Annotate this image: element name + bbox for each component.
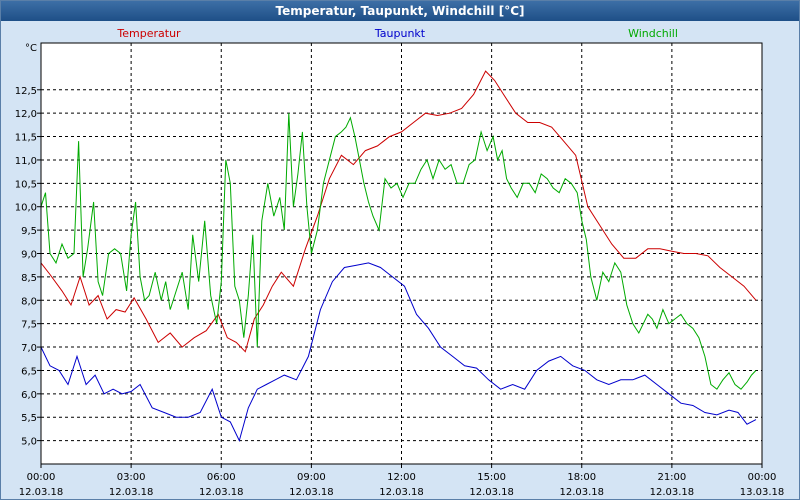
legend-temperatur: Temperatur [116, 27, 181, 40]
y-tick-label: 10,5 [15, 179, 37, 190]
chart-title: Temperatur, Taupunkt, Windchill [°C] [1, 1, 799, 21]
x-tick-time: 21:00 [657, 472, 686, 483]
y-tick-label: 6,0 [21, 390, 37, 401]
x-tick-date: 12.03.18 [109, 487, 154, 498]
x-tick-time: 03:00 [117, 472, 146, 483]
x-tick-date: 12.03.18 [650, 487, 695, 498]
axes [37, 42, 763, 468]
legend-taupunkt: Taupunkt [374, 27, 426, 40]
series-line-taupunkt [40, 262, 757, 443]
y-tick-label: 11,0 [15, 156, 37, 167]
series-line-windchill [40, 113, 757, 390]
series-line-temperatur [40, 70, 757, 353]
y-tick-label: 8,5 [21, 273, 37, 284]
y-tick-labels: 5,0 5,5 6,0 6,5 7,0 7,5 8,0 8,5 9,0 9,5 10,0 10,5 11… [15, 86, 37, 448]
x-tick-date: 12.03.18 [199, 487, 244, 498]
y-tick-label: 10,0 [15, 203, 37, 214]
y-tick-label: 7,0 [21, 343, 37, 354]
x-tick-date: 13.03.18 [740, 487, 785, 498]
x-tick-date: 12.03.18 [289, 487, 334, 498]
y-tick-label: 9,5 [21, 226, 37, 237]
y-tick-label: 8,0 [21, 296, 37, 307]
x-tick-time: 06:00 [207, 472, 236, 483]
x-tick-time: 15:00 [477, 472, 506, 483]
y-tick-label: 6,5 [21, 366, 37, 377]
y-tick-label: 11,5 [15, 133, 37, 144]
y-tick-label: 5,5 [21, 413, 37, 424]
x-tick-date: 12.03.18 [379, 487, 424, 498]
series-lines [40, 70, 757, 443]
x-tick-date: 12.03.18 [19, 487, 64, 498]
x-tick-time: 00:00 [748, 472, 777, 483]
y-tick-label: 5,0 [21, 437, 37, 448]
x-tick-date: 12.03.18 [559, 487, 604, 498]
y-tick-label: 12,5 [15, 86, 37, 97]
y-axis-label: °C [25, 43, 37, 54]
x-tick-time: 18:00 [567, 472, 596, 483]
x-tick-time: 12:00 [387, 472, 416, 483]
y-tick-label: 12,0 [15, 109, 37, 120]
y-tick-label: 7,5 [21, 320, 37, 331]
legend-windchill: Windchill [628, 27, 678, 40]
x-tick-labels: 00:00 12.03.18 03:00 12.03.18 06:00 12.03.18 0… [19, 472, 785, 498]
x-tick-date: 12.03.18 [469, 487, 514, 498]
y-tick-label: 9,0 [21, 250, 37, 261]
x-tick-time: 09:00 [297, 472, 326, 483]
x-tick-time: 00:00 [27, 472, 56, 483]
